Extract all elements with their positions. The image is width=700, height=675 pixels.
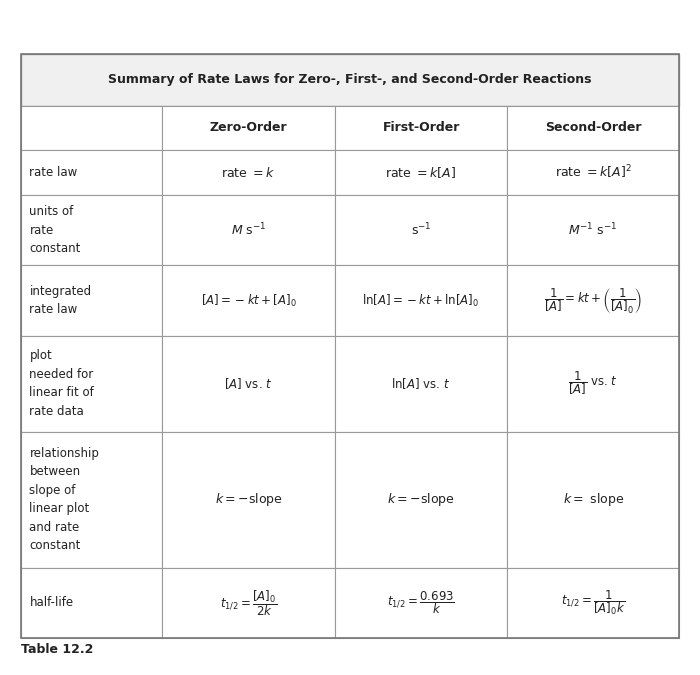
Bar <box>162 568 335 638</box>
Text: $t_{1/2} = \dfrac{0.693}{k}$: $t_{1/2} = \dfrac{0.693}{k}$ <box>387 589 455 616</box>
Bar <box>335 106 508 150</box>
Text: rate $= k[A]$: rate $= k[A]$ <box>386 165 456 180</box>
Bar <box>508 431 679 568</box>
Bar <box>21 54 679 638</box>
Text: rate $= k[A]^2$: rate $= k[A]^2$ <box>554 164 631 182</box>
Bar <box>335 196 508 265</box>
Bar <box>21 335 162 431</box>
Text: First-Order: First-Order <box>382 122 460 134</box>
Text: $k = {-}$slope: $k = {-}$slope <box>215 491 283 508</box>
Bar <box>162 196 335 265</box>
Text: plot
needed for
linear fit of
rate data: plot needed for linear fit of rate data <box>29 350 94 418</box>
Bar <box>335 335 508 431</box>
Bar <box>162 265 335 335</box>
Text: $t_{1/2} = \dfrac{[A]_0}{2k}$: $t_{1/2} = \dfrac{[A]_0}{2k}$ <box>220 588 277 618</box>
Text: $t_{1/2} = \dfrac{1}{[A]_0 k}$: $t_{1/2} = \dfrac{1}{[A]_0 k}$ <box>561 589 625 617</box>
Bar <box>335 568 508 638</box>
Text: rate $= k$: rate $= k$ <box>221 166 276 180</box>
Bar <box>508 150 679 196</box>
Text: $\ln[A] = -kt + \ln[A]_0$: $\ln[A] = -kt + \ln[A]_0$ <box>363 292 480 308</box>
Bar <box>21 265 162 335</box>
Text: $M^{-1}$ s$^{-1}$: $M^{-1}$ s$^{-1}$ <box>568 222 618 239</box>
Bar <box>162 150 335 196</box>
Text: Second-Order: Second-Order <box>545 122 641 134</box>
Text: rate law: rate law <box>29 166 78 180</box>
Bar <box>21 196 162 265</box>
Text: s$^{-1}$: s$^{-1}$ <box>411 222 431 239</box>
Bar <box>21 568 162 638</box>
Text: Zero-Order: Zero-Order <box>210 122 288 134</box>
Text: Table 12.2: Table 12.2 <box>21 643 93 656</box>
Text: $M$ s$^{-1}$: $M$ s$^{-1}$ <box>231 222 267 239</box>
Bar <box>508 335 679 431</box>
Text: relationship
between
slope of
linear plot
and rate
constant: relationship between slope of linear plo… <box>29 447 99 552</box>
Text: $k = $ slope: $k = $ slope <box>563 491 624 508</box>
Bar <box>21 106 162 150</box>
Text: units of
rate
constant: units of rate constant <box>29 205 81 255</box>
Bar <box>162 335 335 431</box>
Bar <box>335 265 508 335</box>
Text: Summary of Rate Laws for Zero-, First-, and Second-Order Reactions: Summary of Rate Laws for Zero-, First-, … <box>108 74 592 86</box>
Text: $[A]$ vs. $t$: $[A]$ vs. $t$ <box>225 376 273 391</box>
Bar <box>21 150 162 196</box>
Text: $[A] = -kt + [A]_0$: $[A] = -kt + [A]_0$ <box>201 292 297 308</box>
Text: $\dfrac{1}{[A]} = kt + \left(\dfrac{1}{[A]_0}\right)$: $\dfrac{1}{[A]} = kt + \left(\dfrac{1}{[… <box>544 286 642 315</box>
Text: $\ln[A]$ vs. $t$: $\ln[A]$ vs. $t$ <box>391 376 451 391</box>
Bar <box>508 265 679 335</box>
Bar <box>162 431 335 568</box>
Bar <box>508 106 679 150</box>
Bar <box>508 196 679 265</box>
Bar <box>162 106 335 150</box>
Bar <box>21 431 162 568</box>
Bar <box>508 568 679 638</box>
Bar <box>21 54 679 106</box>
Text: $k = {-}$slope: $k = {-}$slope <box>387 491 455 508</box>
Bar <box>335 150 508 196</box>
Bar <box>335 431 508 568</box>
Text: integrated
rate law: integrated rate law <box>29 285 92 317</box>
Text: half-life: half-life <box>29 596 74 610</box>
Text: $\dfrac{1}{[A]}$ vs. $t$: $\dfrac{1}{[A]}$ vs. $t$ <box>568 370 618 398</box>
